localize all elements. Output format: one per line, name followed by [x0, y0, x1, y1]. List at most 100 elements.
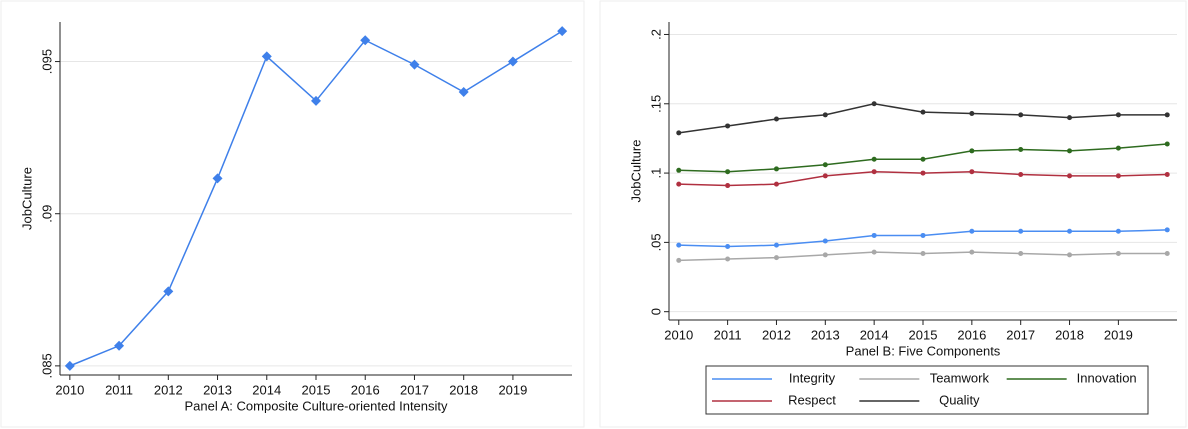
marker — [920, 232, 926, 238]
marker — [822, 238, 828, 244]
series-line — [678, 103, 1168, 134]
panel-frame — [599, 0, 1187, 428]
marker — [676, 167, 682, 173]
marker — [360, 35, 371, 46]
marker — [969, 228, 975, 234]
x-tick-label: 2012 — [762, 327, 791, 342]
y-tick-label: .1 — [648, 168, 663, 179]
x-axis-title: Panel A: Composite Culture-oriented Inte… — [184, 398, 448, 413]
marker — [920, 156, 926, 162]
y-tick-label: .2 — [648, 29, 663, 40]
marker — [458, 86, 469, 97]
marker — [1018, 171, 1024, 177]
marker — [1067, 228, 1073, 234]
y-tick-label: .05 — [648, 233, 663, 251]
y-axis-title: JobCulture — [628, 140, 643, 203]
marker — [1164, 171, 1170, 177]
marker — [725, 169, 731, 175]
marker — [773, 255, 779, 261]
y-tick-label: .09 — [39, 205, 54, 223]
marker — [114, 340, 125, 351]
marker — [969, 148, 975, 154]
marker — [1067, 173, 1073, 179]
x-tick-label: 2016 — [957, 327, 986, 342]
marker — [773, 166, 779, 172]
x-tick-label: 2018 — [449, 382, 478, 397]
marker — [676, 181, 682, 187]
marker — [822, 252, 828, 258]
marker — [507, 56, 518, 67]
x-tick-label: 2014 — [252, 382, 281, 397]
legend-label: Quality — [939, 392, 980, 407]
legend-label: Innovation — [1077, 370, 1137, 385]
marker — [725, 123, 731, 129]
marker — [822, 112, 828, 118]
marker — [969, 110, 975, 116]
marker — [1164, 112, 1170, 118]
legend-label: Respect — [788, 392, 836, 407]
marker — [1018, 228, 1024, 234]
x-tick-label: 2015 — [909, 327, 938, 342]
marker — [822, 173, 828, 179]
panel-frame — [0, 0, 585, 428]
marker — [725, 256, 731, 262]
x-tick-label: 2018 — [1055, 327, 1084, 342]
marker — [725, 244, 731, 250]
marker — [969, 249, 975, 255]
marker — [261, 51, 272, 62]
marker — [1067, 252, 1073, 258]
marker — [871, 169, 877, 175]
legend-label: Integrity — [789, 370, 836, 385]
marker — [1115, 145, 1121, 151]
marker — [1018, 112, 1024, 118]
series-line — [678, 229, 1168, 248]
marker — [676, 130, 682, 136]
x-tick-label: 2016 — [351, 382, 380, 397]
marker — [773, 181, 779, 187]
x-tick-label: 2017 — [400, 382, 429, 397]
marker — [1115, 173, 1121, 179]
marker — [871, 156, 877, 162]
marker — [163, 286, 174, 297]
marker — [725, 183, 731, 189]
marker — [212, 173, 223, 184]
x-axis-title: Panel B: Five Components — [846, 343, 1001, 358]
y-tick-label: .15 — [648, 95, 663, 113]
marker — [1067, 115, 1073, 121]
marker — [409, 59, 420, 70]
y-tick-label: 0 — [648, 308, 663, 315]
marker — [871, 101, 877, 107]
legend-box — [705, 365, 1149, 415]
marker — [676, 257, 682, 263]
x-tick-label: 2019 — [1104, 327, 1133, 342]
marker — [969, 169, 975, 175]
series-line — [69, 30, 563, 367]
marker — [1018, 147, 1024, 153]
x-tick-label: 2011 — [714, 327, 742, 342]
marker — [676, 242, 682, 248]
y-tick-label: .095 — [39, 49, 54, 74]
marker — [773, 242, 779, 248]
x-tick-label: 2013 — [811, 327, 840, 342]
marker — [1067, 148, 1073, 154]
legend-label: Teamwork — [930, 370, 990, 385]
x-tick-label: 2010 — [664, 327, 693, 342]
marker — [773, 116, 779, 122]
marker — [1115, 228, 1121, 234]
marker — [822, 162, 828, 168]
x-tick-label: 2013 — [203, 382, 232, 397]
x-tick-label: 2012 — [154, 382, 183, 397]
x-tick-label: 2014 — [860, 327, 889, 342]
x-tick-label: 2011 — [105, 382, 133, 397]
x-tick-label: 2019 — [498, 382, 527, 397]
marker — [920, 170, 926, 176]
marker — [557, 26, 568, 37]
marker — [920, 250, 926, 256]
marker — [920, 109, 926, 115]
marker — [311, 95, 321, 106]
marker — [871, 232, 877, 238]
marker — [1018, 250, 1024, 256]
x-tick-label: 2017 — [1006, 327, 1035, 342]
